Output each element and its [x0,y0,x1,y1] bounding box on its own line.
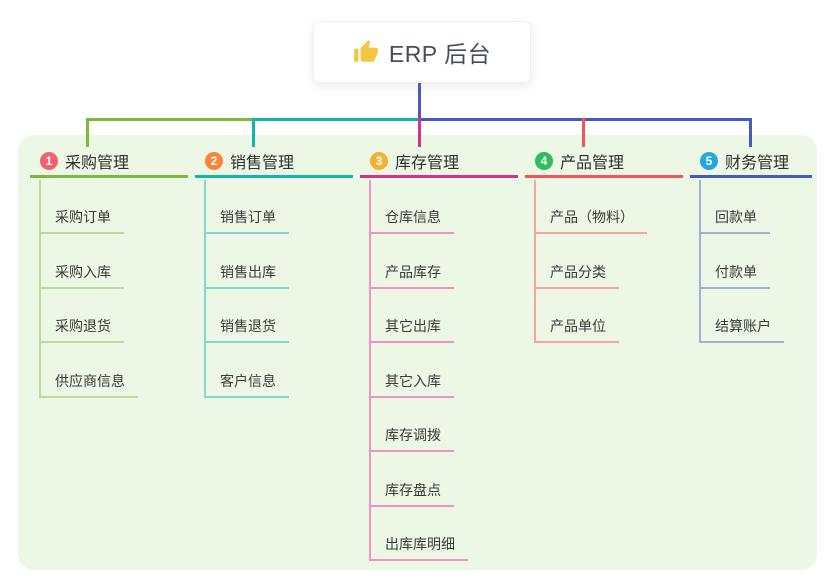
child-label: 采购退货 [55,318,111,334]
child-node[interactable]: 出库库明细 [369,529,468,561]
child-node[interactable]: 结算账户 [699,311,784,343]
child-node[interactable]: 产品单位 [534,311,619,343]
child-label: 其它入库 [385,373,441,389]
child-node[interactable]: 采购入库 [39,257,124,289]
child-label: 仓库信息 [385,209,441,225]
connector-drop-sales [252,118,255,147]
child-node[interactable]: 库存调拨 [369,420,454,452]
child-node[interactable]: 销售订单 [204,202,289,234]
branch-badge: 1 [40,151,58,170]
branch-badge: 4 [535,151,553,170]
connector-bus-sales [252,118,419,121]
child-node[interactable]: 销售出库 [204,257,289,289]
child-label: 出库库明细 [385,536,455,552]
child-node[interactable]: 客户信息 [204,366,289,398]
child-node[interactable]: 其它出库 [369,311,454,343]
child-node[interactable]: 销售退货 [204,311,289,343]
branch-spine [534,180,536,343]
child-node[interactable]: 采购订单 [39,202,124,234]
branch-badge: 3 [370,151,388,170]
child-label: 其它出库 [385,318,441,334]
child-label: 销售退货 [220,318,276,334]
child-label: 回款单 [715,209,757,225]
branch-spine [369,180,371,561]
branch-spine [39,180,41,398]
root-node[interactable]: ERP 后台 [313,21,531,83]
child-label: 库存盘点 [385,482,441,498]
child-label: 销售出库 [220,264,276,280]
child-label: 付款单 [715,264,757,280]
child-label: 产品（物料） [550,209,634,225]
branch-node-finance[interactable]: 5 财务管理 [690,146,812,178]
child-label: 结算账户 [715,318,771,334]
child-node[interactable]: 付款单 [699,257,770,289]
child-node[interactable]: 库存盘点 [369,475,454,507]
branch-label: 产品管理 [560,154,625,172]
connector-drop-product [582,118,585,147]
branch-label: 销售管理 [230,154,295,172]
child-node[interactable]: 仓库信息 [369,202,454,234]
child-label: 供应商信息 [55,373,125,389]
child-label: 产品库存 [385,264,441,280]
connector-bus-purchase [86,118,252,121]
connector-bus-finance [419,118,752,121]
child-node[interactable]: 其它入库 [369,366,454,398]
child-node[interactable]: 回款单 [699,202,770,234]
branch-badge: 2 [205,151,223,170]
child-label: 库存调拨 [385,427,441,443]
branch-node-purchase[interactable]: 1 采购管理 [30,146,188,178]
connector-drop-purchase [86,118,89,147]
child-label: 产品分类 [550,264,606,280]
child-label: 采购入库 [55,264,111,280]
connector-root-trunk [418,82,421,119]
branch-badge: 5 [700,151,718,170]
branch-node-inventory[interactable]: 3 库存管理 [360,146,518,178]
child-label: 销售订单 [220,209,276,225]
connector-drop-inventory [418,118,421,147]
connector-drop-finance [749,118,752,147]
branch-label: 库存管理 [395,154,460,172]
branch-node-product[interactable]: 4 产品管理 [525,146,683,178]
child-node[interactable]: 产品（物料） [534,202,647,234]
branch-node-sales[interactable]: 2 销售管理 [195,146,353,178]
branch-label: 财务管理 [725,154,790,172]
child-node[interactable]: 采购退货 [39,311,124,343]
branches-panel [18,135,817,570]
child-label: 客户信息 [220,373,276,389]
child-node[interactable]: 供应商信息 [39,366,138,398]
child-node[interactable]: 产品分类 [534,257,619,289]
child-label: 产品单位 [550,318,606,334]
thumbs-up-icon [353,40,378,62]
branch-label: 采购管理 [65,154,130,172]
child-node[interactable]: 产品库存 [369,257,454,289]
branch-spine [699,180,701,343]
child-label: 采购订单 [55,209,111,225]
root-label: ERP 后台 [388,41,492,67]
branch-spine [204,180,206,398]
